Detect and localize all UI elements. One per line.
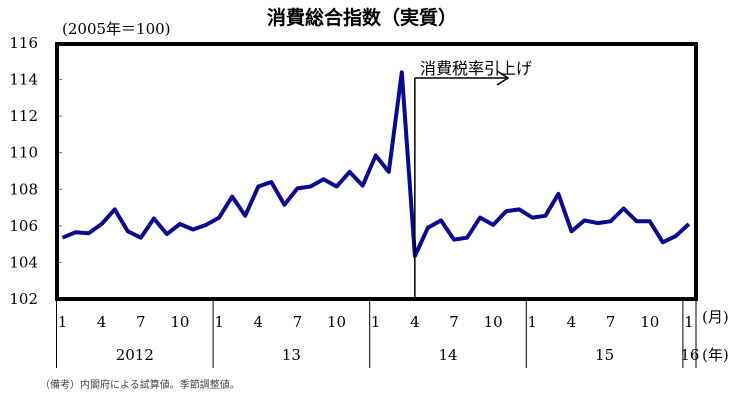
footnote: （備考）内閣府による試算値。季節調整値。: [40, 378, 240, 391]
x-month-label: 10: [640, 313, 659, 331]
x-month-label: 7: [606, 313, 616, 331]
x-month-label: 1: [214, 313, 224, 331]
data-line: [61, 70, 691, 258]
x-month-label: 7: [449, 313, 459, 331]
x-year-label: 15: [595, 346, 614, 364]
year-unit-label: (年): [702, 346, 729, 364]
y-tick-label: 102: [9, 290, 38, 308]
chart-title: 消費総合指数（実質）: [267, 6, 457, 29]
x-year-label: 13: [282, 346, 301, 364]
x-month-label: 4: [410, 313, 420, 331]
arrow-right-icon: [496, 70, 510, 86]
x-year-label: 14: [438, 346, 457, 364]
x-month-label: 7: [293, 313, 303, 331]
annotation-label: 消費税率引上げ: [420, 59, 532, 78]
chart-subtitle: (2005年＝100): [62, 20, 171, 38]
x-month-label: 10: [484, 313, 503, 331]
y-tick-label: 110: [9, 144, 38, 162]
y-tick-label: 108: [9, 180, 38, 198]
month-unit-label: (月): [702, 308, 729, 326]
x-month-label: 4: [253, 313, 263, 331]
x-month-label: 4: [567, 313, 577, 331]
x-month-label: 10: [170, 313, 189, 331]
tax-hike-annotation: 消費税率引上げ: [414, 59, 532, 298]
x-month-label: 10: [327, 313, 346, 331]
y-tick-label: 112: [9, 107, 38, 125]
plot-area-border: [55, 42, 698, 301]
y-tick-label: 114: [9, 71, 38, 89]
x-month-label: 7: [136, 313, 146, 331]
y-tick-label: 116: [9, 34, 38, 52]
y-tick-label: 106: [9, 217, 38, 235]
y-axis-labels: 102 104 106 108 110 112 114 116: [9, 34, 62, 308]
x-month-label: 4: [97, 313, 107, 331]
x-month-label: 1: [528, 313, 538, 331]
x-year-label: 16: [680, 346, 699, 364]
x-month-label: 1: [371, 313, 381, 331]
x-month-label: 1: [684, 313, 694, 331]
x-year-label: 2012: [116, 346, 154, 364]
y-tick-label: 104: [9, 253, 38, 271]
x-month-label: 1: [58, 313, 68, 331]
